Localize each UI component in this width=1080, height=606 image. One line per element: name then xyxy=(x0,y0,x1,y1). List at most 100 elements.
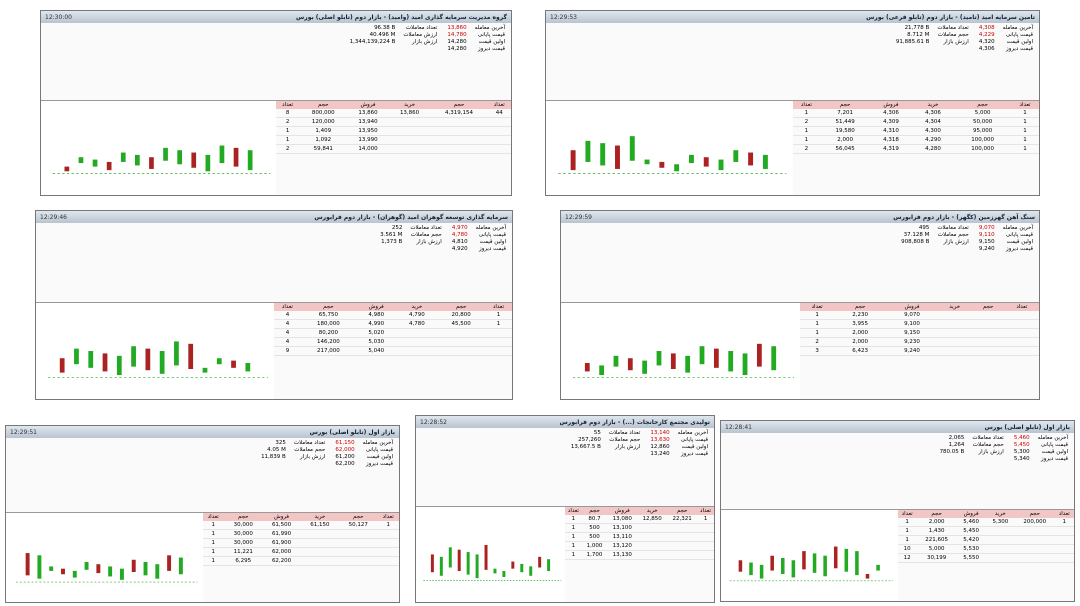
order-cell: 1 xyxy=(565,541,582,552)
info-value: 4,920 xyxy=(451,246,468,252)
info-label: قیمت دیروز xyxy=(681,451,708,457)
info-label: حجم معاملات xyxy=(937,32,969,38)
info-label: آخرین معامله xyxy=(362,440,393,446)
order-cell: 1 xyxy=(202,538,225,548)
info-label: اولین قیمت xyxy=(1006,39,1033,45)
order-cell: 500 xyxy=(581,532,608,543)
info-area: آخرین معامله 4,970 قیمت پایانی 4,780 اولین ق… xyxy=(36,223,512,302)
info-label: تعداد معاملات xyxy=(410,225,442,231)
candle-decor xyxy=(781,557,785,574)
order-cell: 13,120 xyxy=(607,541,638,552)
order-cell: 4,780 xyxy=(396,319,438,329)
candle-decor xyxy=(74,348,79,365)
candle-decor xyxy=(759,564,764,579)
column-header: فروش xyxy=(347,101,389,110)
order-row: 1 1,430 5,450 xyxy=(897,526,1074,536)
order-cell: 4 xyxy=(274,328,301,338)
info-value: 4,320 xyxy=(978,39,995,45)
candle-decor xyxy=(72,570,77,578)
info-label: تعداد معاملات xyxy=(405,25,438,31)
column-header: حجم xyxy=(971,302,1005,311)
order-cell xyxy=(377,529,399,539)
info-value: 495 xyxy=(918,225,930,231)
candle-decor xyxy=(670,353,676,369)
order-cell: 2 xyxy=(276,144,300,155)
candle-decor xyxy=(688,155,694,164)
candle-decor xyxy=(102,353,108,372)
order-cell: 4,309 xyxy=(869,117,912,128)
order-cell: 5,040 xyxy=(355,346,397,356)
info-col: آخرین معامله 5,460 قیمت پایانی 5,450 اولین ق… xyxy=(1014,435,1068,507)
order-cell: 1 xyxy=(897,517,917,527)
header-row: تعداد حجم فروش خرید حجم تعداد xyxy=(792,101,1039,110)
bottom-area: تعداد حجم فروش خرید حجم تعداد 1 2,230 9,070 1 3,95… xyxy=(561,301,1039,399)
candle-decor xyxy=(703,157,709,167)
order-row: 1 500 13,110 xyxy=(565,532,714,543)
order-row: 2 51,449 4,309 4,304 50,000 1 xyxy=(792,117,1039,128)
info-area: آخرین معامله 4,308 قیمت پایانی 4,229 اولین ق… xyxy=(546,23,1039,100)
candle-decor xyxy=(749,562,753,575)
candle-decor xyxy=(733,150,739,163)
order-cell: 50,000 xyxy=(954,117,1012,128)
order-cell: 6,295 xyxy=(224,556,263,566)
info-label: اولین قیمت xyxy=(478,39,505,45)
order-cell: 56,045 xyxy=(820,144,870,155)
order-cell: 51,449 xyxy=(820,117,870,128)
order-cell: 2,230 xyxy=(834,310,887,320)
info-label: حجم معاملات xyxy=(972,442,1004,448)
order-cell xyxy=(937,337,972,347)
order-cell: 11,221 xyxy=(224,547,263,557)
order-cell: 1 xyxy=(202,547,225,557)
order-cell xyxy=(985,544,1015,554)
candle-decor xyxy=(64,166,70,172)
candle-decor xyxy=(143,561,148,576)
order-row: 1 221,605 5,420 xyxy=(897,535,1074,545)
header-row: تعداد حجم فروش خرید حجم تعداد xyxy=(202,512,399,521)
order-cell: 3,955 xyxy=(834,319,887,329)
info-value: 5,300 xyxy=(1013,449,1030,455)
order-cell: 1 xyxy=(565,523,582,534)
candle-decor xyxy=(178,557,183,575)
order-cell: 9,150 xyxy=(886,328,938,338)
panel-header: بازار اول (تابلو اصلی) بورس 12:29:51 xyxy=(6,426,399,438)
candle-decor xyxy=(756,343,762,367)
info-label: ارزش بازار xyxy=(943,239,969,245)
info-value: 91,885.61 B xyxy=(895,39,930,45)
order-cell xyxy=(971,328,1005,338)
column-header: تعداد xyxy=(565,507,582,516)
column-header: حجم xyxy=(299,101,348,110)
candle-decor xyxy=(823,555,827,576)
order-cell xyxy=(1004,346,1039,356)
order-cell: 1 xyxy=(800,328,835,338)
candle-decor xyxy=(742,353,748,375)
info-value: 55 xyxy=(593,430,601,436)
candle-decor xyxy=(159,350,165,374)
order-cell xyxy=(377,538,399,548)
candle-decor xyxy=(108,566,113,577)
info-col: آخرین معامله 4,970 قیمت پایانی 4,780 اولین ق… xyxy=(452,225,506,300)
column-header: تعداد xyxy=(1004,302,1039,311)
candle-decor xyxy=(106,162,112,171)
order-cell: 95,000 xyxy=(954,126,1012,137)
column-header: حجم xyxy=(820,101,870,110)
candle-decor xyxy=(599,365,605,375)
column-header: حجم xyxy=(667,507,698,516)
info-label: اولین قیمت xyxy=(681,444,708,450)
order-cell: 4,290 xyxy=(912,135,955,146)
order-cell xyxy=(697,541,714,552)
order-row: 1 1,409 13,950 xyxy=(276,126,511,137)
panel-header: سنگ آهن گهرزمین (کگهر) - بازار دوم فرابو… xyxy=(561,211,1039,223)
candle-decor xyxy=(245,362,251,372)
symbol-title: گروه مدیریت سرمایه گذاری امید (وامید) - … xyxy=(295,13,507,21)
info-label: تعداد معاملات xyxy=(972,435,1004,441)
info-label: قیمت دیروز xyxy=(1006,46,1033,52)
candle-decor xyxy=(728,350,734,372)
panel-header: گروه مدیریت سرمایه گذاری امید (وامید) - … xyxy=(41,11,511,23)
time: 12:29:59 xyxy=(565,213,592,221)
stock-panel: سرمایه گذاری توسعه گوهران امید (گوهران) … xyxy=(35,210,513,400)
info-label: ارزش بازار xyxy=(416,239,442,245)
info-value: 13,860 xyxy=(447,25,467,31)
order-cell: 22,321 xyxy=(667,515,698,525)
order-row: 4 180,000 4,990 4,780 45,500 1 xyxy=(274,319,512,329)
order-cell: 800,000 xyxy=(299,109,348,119)
